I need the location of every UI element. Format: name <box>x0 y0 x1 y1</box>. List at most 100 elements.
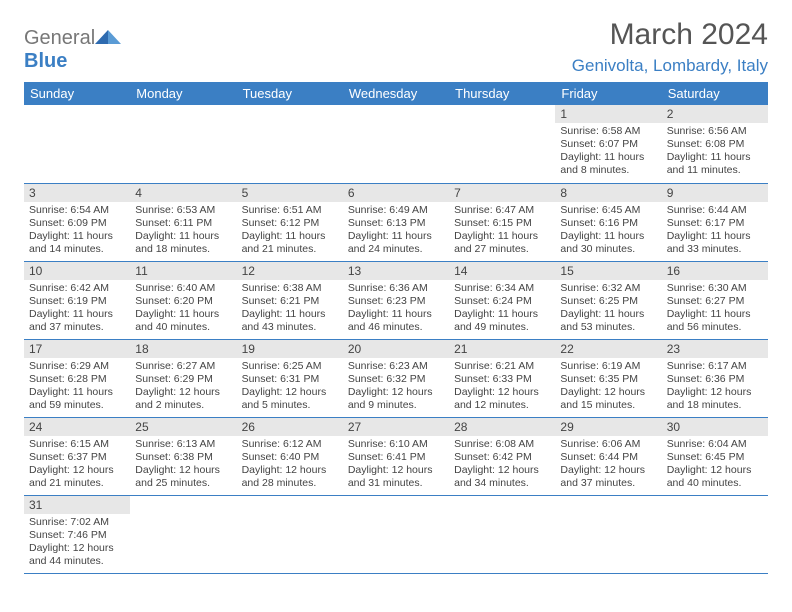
calendar-cell: 2Sunrise: 6:56 AMSunset: 6:08 PMDaylight… <box>662 105 768 183</box>
day-number: 12 <box>237 262 343 280</box>
calendar-cell: 21Sunrise: 6:21 AMSunset: 6:33 PMDayligh… <box>449 339 555 417</box>
calendar-table: SundayMondayTuesdayWednesdayThursdayFrid… <box>24 82 768 574</box>
calendar-cell: 8Sunrise: 6:45 AMSunset: 6:16 PMDaylight… <box>555 183 661 261</box>
calendar-cell: 17Sunrise: 6:29 AMSunset: 6:28 PMDayligh… <box>24 339 130 417</box>
sunrise-line: Sunrise: 6:44 AM <box>667 204 763 217</box>
daylight-line: Daylight: 11 hours and 40 minutes. <box>135 308 231 334</box>
sunset-line: Sunset: 6:28 PM <box>29 373 125 386</box>
day-number: 6 <box>343 184 449 202</box>
day-number: 3 <box>24 184 130 202</box>
month-title: March 2024 <box>572 18 768 52</box>
sunrise-line: Sunrise: 6:13 AM <box>135 438 231 451</box>
sunset-line: Sunset: 6:27 PM <box>667 295 763 308</box>
day-number: 1 <box>555 105 661 123</box>
sunrise-line: Sunrise: 7:02 AM <box>29 516 125 529</box>
day-number: 30 <box>662 418 768 436</box>
sunset-line: Sunset: 6:42 PM <box>454 451 550 464</box>
day-details: Sunrise: 6:45 AMSunset: 6:16 PMDaylight:… <box>555 202 661 261</box>
calendar-cell <box>662 495 768 573</box>
calendar-cell: 31Sunrise: 7:02 AMSunset: 7:46 PMDayligh… <box>24 495 130 573</box>
calendar-week-row: 31Sunrise: 7:02 AMSunset: 7:46 PMDayligh… <box>24 495 768 573</box>
calendar-cell: 14Sunrise: 6:34 AMSunset: 6:24 PMDayligh… <box>449 261 555 339</box>
sunset-line: Sunset: 6:13 PM <box>348 217 444 230</box>
calendar-cell: 10Sunrise: 6:42 AMSunset: 6:19 PMDayligh… <box>24 261 130 339</box>
calendar-cell: 28Sunrise: 6:08 AMSunset: 6:42 PMDayligh… <box>449 417 555 495</box>
sunrise-line: Sunrise: 6:08 AM <box>454 438 550 451</box>
day-details: Sunrise: 6:30 AMSunset: 6:27 PMDaylight:… <box>662 280 768 339</box>
brand-logo: GeneralBlue <box>24 18 121 73</box>
daylight-line: Daylight: 12 hours and 18 minutes. <box>667 386 763 412</box>
title-block: March 2024 Genivolta, Lombardy, Italy <box>572 18 768 76</box>
sunrise-line: Sunrise: 6:47 AM <box>454 204 550 217</box>
day-number: 15 <box>555 262 661 280</box>
daylight-line: Daylight: 12 hours and 37 minutes. <box>560 464 656 490</box>
day-number: 26 <box>237 418 343 436</box>
day-number: 28 <box>449 418 555 436</box>
day-details: Sunrise: 6:44 AMSunset: 6:17 PMDaylight:… <box>662 202 768 261</box>
sunrise-line: Sunrise: 6:36 AM <box>348 282 444 295</box>
day-number: 11 <box>130 262 236 280</box>
day-details: Sunrise: 6:40 AMSunset: 6:20 PMDaylight:… <box>130 280 236 339</box>
sunrise-line: Sunrise: 6:25 AM <box>242 360 338 373</box>
calendar-cell: 25Sunrise: 6:13 AMSunset: 6:38 PMDayligh… <box>130 417 236 495</box>
daylight-line: Daylight: 11 hours and 30 minutes. <box>560 230 656 256</box>
calendar-cell <box>237 105 343 183</box>
sunrise-line: Sunrise: 6:27 AM <box>135 360 231 373</box>
page-header: GeneralBlue March 2024 Genivolta, Lombar… <box>24 18 768 76</box>
day-number: 21 <box>449 340 555 358</box>
daylight-line: Daylight: 12 hours and 25 minutes. <box>135 464 231 490</box>
day-details: Sunrise: 7:02 AMSunset: 7:46 PMDaylight:… <box>24 514 130 573</box>
day-header: Monday <box>130 82 236 105</box>
day-details: Sunrise: 6:13 AMSunset: 6:38 PMDaylight:… <box>130 436 236 495</box>
calendar-cell: 12Sunrise: 6:38 AMSunset: 6:21 PMDayligh… <box>237 261 343 339</box>
day-details: Sunrise: 6:58 AMSunset: 6:07 PMDaylight:… <box>555 123 661 182</box>
day-number: 18 <box>130 340 236 358</box>
sunset-line: Sunset: 6:09 PM <box>29 217 125 230</box>
calendar-cell <box>449 105 555 183</box>
calendar-cell: 16Sunrise: 6:30 AMSunset: 6:27 PMDayligh… <box>662 261 768 339</box>
calendar-week-row: 24Sunrise: 6:15 AMSunset: 6:37 PMDayligh… <box>24 417 768 495</box>
calendar-cell: 24Sunrise: 6:15 AMSunset: 6:37 PMDayligh… <box>24 417 130 495</box>
day-header: Sunday <box>24 82 130 105</box>
calendar-head: SundayMondayTuesdayWednesdayThursdayFrid… <box>24 82 768 105</box>
brand-part2: Blue <box>24 50 67 72</box>
day-number: 2 <box>662 105 768 123</box>
day-number: 27 <box>343 418 449 436</box>
calendar-week-row: 10Sunrise: 6:42 AMSunset: 6:19 PMDayligh… <box>24 261 768 339</box>
day-details: Sunrise: 6:38 AMSunset: 6:21 PMDaylight:… <box>237 280 343 339</box>
day-number: 24 <box>24 418 130 436</box>
calendar-cell: 13Sunrise: 6:36 AMSunset: 6:23 PMDayligh… <box>343 261 449 339</box>
daylight-line: Daylight: 11 hours and 14 minutes. <box>29 230 125 256</box>
sunrise-line: Sunrise: 6:10 AM <box>348 438 444 451</box>
daylight-line: Daylight: 12 hours and 15 minutes. <box>560 386 656 412</box>
daylight-line: Daylight: 12 hours and 40 minutes. <box>667 464 763 490</box>
calendar-cell: 11Sunrise: 6:40 AMSunset: 6:20 PMDayligh… <box>130 261 236 339</box>
calendar-week-row: 17Sunrise: 6:29 AMSunset: 6:28 PMDayligh… <box>24 339 768 417</box>
sunrise-line: Sunrise: 6:23 AM <box>348 360 444 373</box>
day-details: Sunrise: 6:34 AMSunset: 6:24 PMDaylight:… <box>449 280 555 339</box>
daylight-line: Daylight: 11 hours and 11 minutes. <box>667 151 763 177</box>
day-number: 17 <box>24 340 130 358</box>
calendar-cell: 1Sunrise: 6:58 AMSunset: 6:07 PMDaylight… <box>555 105 661 183</box>
daylight-line: Daylight: 11 hours and 33 minutes. <box>667 230 763 256</box>
calendar-cell: 29Sunrise: 6:06 AMSunset: 6:44 PMDayligh… <box>555 417 661 495</box>
brand-text: GeneralBlue <box>24 26 121 73</box>
day-details: Sunrise: 6:53 AMSunset: 6:11 PMDaylight:… <box>130 202 236 261</box>
sunrise-line: Sunrise: 6:32 AM <box>560 282 656 295</box>
day-header: Friday <box>555 82 661 105</box>
sunset-line: Sunset: 6:44 PM <box>560 451 656 464</box>
calendar-cell <box>343 495 449 573</box>
sunset-line: Sunset: 6:29 PM <box>135 373 231 386</box>
sunset-line: Sunset: 6:23 PM <box>348 295 444 308</box>
sunrise-line: Sunrise: 6:56 AM <box>667 125 763 138</box>
sunset-line: Sunset: 6:36 PM <box>667 373 763 386</box>
day-number: 7 <box>449 184 555 202</box>
calendar-cell: 30Sunrise: 6:04 AMSunset: 6:45 PMDayligh… <box>662 417 768 495</box>
calendar-cell: 15Sunrise: 6:32 AMSunset: 6:25 PMDayligh… <box>555 261 661 339</box>
daylight-line: Daylight: 11 hours and 49 minutes. <box>454 308 550 334</box>
day-details: Sunrise: 6:49 AMSunset: 6:13 PMDaylight:… <box>343 202 449 261</box>
calendar-cell <box>343 105 449 183</box>
brand-part1: General <box>24 27 95 49</box>
sunset-line: Sunset: 6:12 PM <box>242 217 338 230</box>
day-details: Sunrise: 6:25 AMSunset: 6:31 PMDaylight:… <box>237 358 343 417</box>
